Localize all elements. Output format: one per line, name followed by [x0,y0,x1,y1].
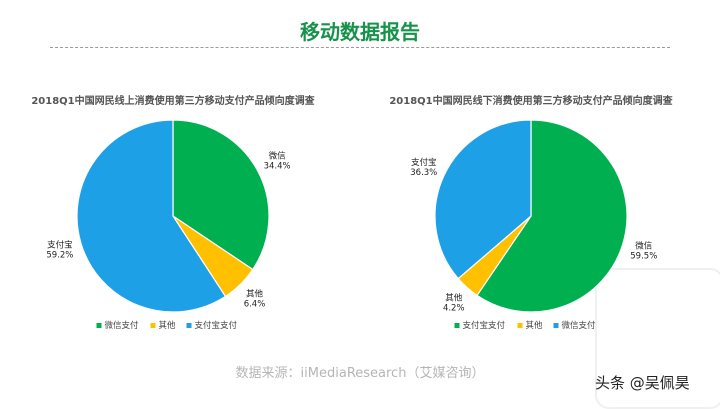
slice-value: 59.2% [46,251,73,261]
slice-value: 4.2% [443,304,465,314]
slice-value: 36.3% [410,168,437,178]
legend-label: 其他 [526,320,544,331]
pie-slice [476,119,628,313]
legend-label: 支付宝支付 [195,320,238,331]
pie-slice [434,119,532,280]
slice-label: 其他 [445,293,463,304]
slice-label: 支付宝 [411,157,437,168]
slice-label: 其他 [246,289,264,300]
legend-item: 其他 [517,320,544,331]
author-credit: 头条 @吴佩昊 [595,374,690,392]
legend-swatch [454,323,460,328]
legend-label: 微信支付 [562,320,597,331]
pie-chart-2: 2018Q1中国网民线下消费使用第三方移动支付产品倾向度调查微信59.5%其他4… [389,94,673,331]
slice-label: 微信 [269,150,287,161]
legend-swatch [553,323,559,328]
legend-item: 微信支付 [96,320,140,331]
legend-label: 微信支付 [105,320,140,331]
legend-swatch [96,323,102,328]
data-source: 数据来源：iiMediaResearch（艾媒咨询） [235,366,485,381]
legend-swatch [150,323,156,328]
legend-swatch [517,323,523,328]
chart-title: 2018Q1中国网民线上消费使用第三方移动支付产品倾向度调查 [31,94,315,107]
legend-item: 支付宝支付 [186,320,238,331]
pie-chart-1: 2018Q1中国网民线上消费使用第三方移动支付产品倾向度调查微信34.4%其他6… [31,94,315,331]
chart-title: 2018Q1中国网民线下消费使用第三方移动支付产品倾向度调查 [389,94,673,107]
slice-value: 6.4% [244,300,266,310]
legend-swatch [186,323,192,328]
legend-label: 支付宝支付 [463,320,506,331]
page-title: 移动数据报告 [300,20,420,44]
slice-label: 支付宝 [47,240,73,251]
pie-slice [172,119,270,271]
pie-slice [76,119,227,313]
legend-item: 其他 [150,320,177,331]
divider [50,47,670,48]
slice-label: 微信 [635,241,653,252]
legend-item: 微信支付 [553,320,597,331]
slice-value: 59.5% [630,252,657,262]
legend-label: 其他 [159,320,177,331]
legend-item: 支付宝支付 [454,320,506,331]
slice-value: 34.4% [264,161,291,171]
